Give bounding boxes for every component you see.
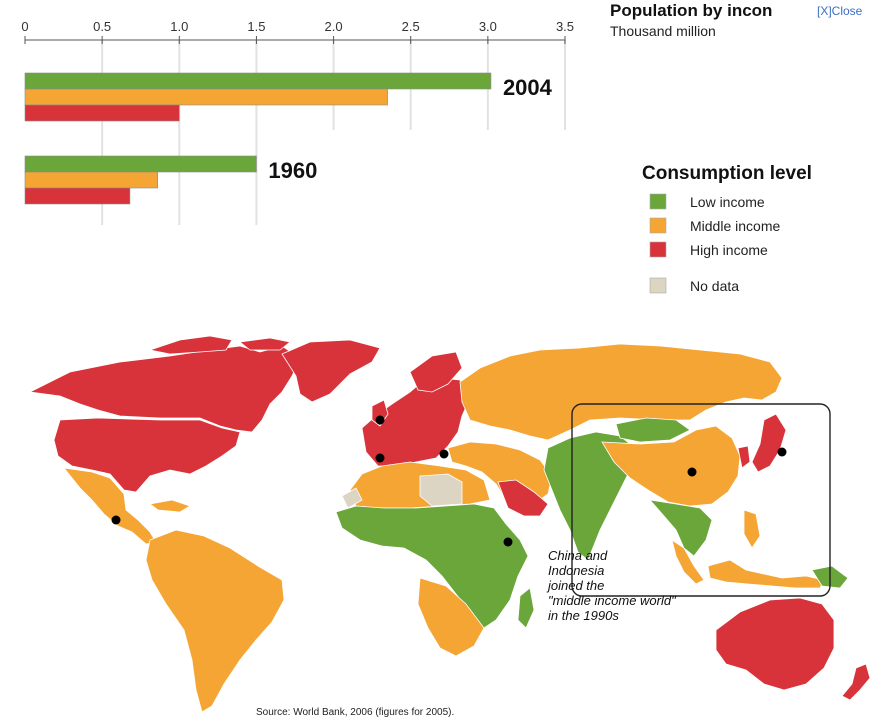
map-marker-china: [687, 467, 697, 477]
close-button[interactable]: [X]Close: [813, 4, 867, 18]
legend-swatch: [649, 217, 667, 234]
legend-swatch: [649, 193, 667, 210]
year-labels: 2004 1960: [268, 75, 552, 183]
bar-low-income-2004: [24, 72, 492, 90]
legend-label: Middle income: [690, 218, 780, 234]
tick-label: 1.0: [170, 19, 188, 34]
legend: Consumption level Low income Middle incom…: [642, 163, 812, 294]
bar-low-income-1960: [24, 155, 257, 173]
tick-label: 3.5: [556, 19, 574, 34]
map-marker-addis-ababa: [503, 537, 513, 547]
tick-label: 2.5: [402, 19, 420, 34]
map-south-america: [145, 529, 285, 713]
grid-lines: [101, 40, 566, 225]
bar-high-income-2004: [24, 104, 180, 122]
map-scandinavia: [409, 351, 463, 393]
map-korea: [737, 445, 751, 469]
legend-swatch: [649, 241, 667, 258]
tick-label: 0.5: [93, 19, 111, 34]
bar-middle-income-1960: [24, 171, 158, 189]
tick-label: 0: [21, 19, 28, 34]
tick-label: 2.0: [325, 19, 343, 34]
tick-label: 3.0: [479, 19, 497, 34]
map-marker-mexico: [111, 515, 121, 525]
map-south-asia: [543, 431, 639, 561]
map-no-data-libya: [419, 473, 463, 507]
annotation-line: China and: [548, 548, 608, 563]
map-marker-rome: [439, 449, 449, 459]
year-label-2004: 2004: [503, 75, 553, 100]
map-madagascar: [517, 587, 535, 629]
annotation-line: in the 1990s: [548, 608, 619, 623]
map-new-zealand: [841, 663, 871, 701]
bar-middle-income-2004: [24, 88, 388, 106]
map-marker-tokyo: [777, 447, 787, 457]
bar-chart: 0 0.5 1.0 1.5 2.0 2.5 3.0 3.5 2004 1960: [21, 19, 574, 225]
x-axis-ticks: 0 0.5 1.0 1.5 2.0 2.5 3.0 3.5: [21, 19, 574, 44]
map-no-data-sahara: [341, 487, 363, 509]
legend-label: Low income: [690, 194, 765, 210]
map-marker-london: [375, 415, 385, 425]
source-note: Source: World Bank, 2006 (figures for 20…: [256, 707, 454, 718]
chart-title: Population by incon: [610, 1, 772, 20]
map-thailand-malaysia: [671, 539, 705, 585]
map-greenland: [281, 339, 381, 403]
bar-high-income-1960: [24, 187, 131, 205]
legend-swatch: [649, 277, 667, 294]
highlight-box: [571, 403, 831, 597]
map-southeast-asia: [648, 499, 713, 557]
annotation-line: joined the: [546, 578, 604, 593]
legend-label: No data: [690, 278, 739, 294]
legend-title: Consumption level: [642, 163, 812, 184]
tick-label: 1.5: [247, 19, 265, 34]
map-marker-madrid: [375, 453, 385, 463]
chart-subtitle: Thousand million: [610, 23, 716, 39]
year-label-1960: 1960: [268, 158, 317, 183]
map-china: [601, 425, 741, 507]
map-arctic-islands: [148, 335, 291, 355]
map-japan: [751, 413, 787, 473]
map-sub-saharan-africa: [335, 503, 529, 629]
map-caribbean: [149, 499, 191, 513]
map-russia: [459, 343, 783, 441]
legend-label: High income: [690, 242, 768, 258]
map-usa: [53, 417, 241, 493]
map-mongolia: [615, 417, 691, 443]
bars: [24, 72, 492, 205]
map-southern-africa: [417, 577, 485, 657]
annotation-line: Indonesia: [548, 563, 604, 578]
map-philippines: [743, 509, 761, 549]
map-australia: [715, 597, 835, 691]
annotation-line: "middle income world": [548, 593, 677, 608]
map-indonesia: [707, 559, 825, 589]
map-saudi-arabia: [497, 479, 549, 517]
